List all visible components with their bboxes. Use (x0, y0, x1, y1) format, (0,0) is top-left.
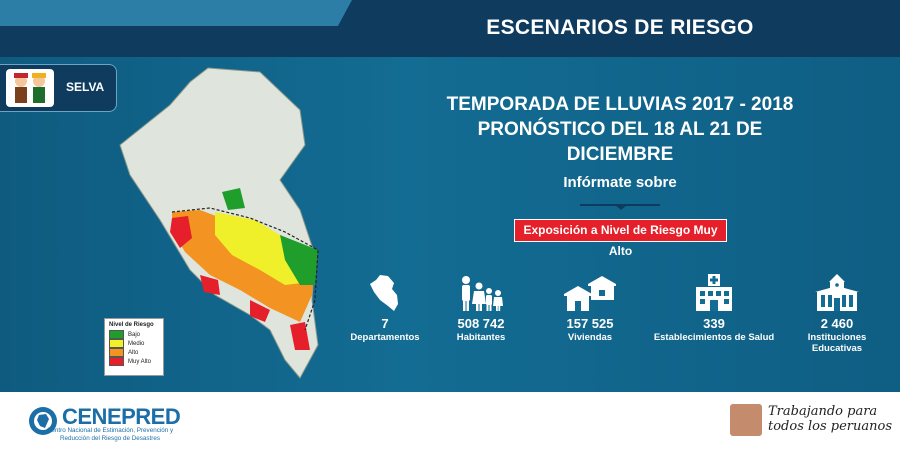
risk-zone-low (222, 188, 318, 285)
slogan-photo (730, 404, 762, 436)
stat-value: 2 460 (820, 316, 854, 331)
legend-swatch (109, 330, 124, 339)
legend-item: Medio (109, 339, 159, 348)
legend-swatch (109, 357, 124, 366)
stat-value: 157 525 (566, 316, 614, 331)
risk-zone-high (172, 210, 315, 322)
peru-map-icon (370, 275, 398, 311)
season-line-1: TEMPORADA DE LLUVIAS 2017 - 2018 (446, 94, 794, 115)
stat-educativas: 2 460 Instituciones Educativas (782, 274, 892, 354)
slogan: Trabajando para todos los peruanos (768, 404, 892, 434)
cenepred-logo-icon (29, 407, 57, 435)
stat-label: Viviendas (567, 332, 613, 343)
risk-zone-medium (215, 212, 310, 285)
stat-value: 339 (703, 316, 725, 331)
stat-value: 7 (381, 316, 389, 331)
stat-viviendas: 157 525 Viviendas (545, 274, 635, 343)
legend-label: Medio (128, 340, 145, 347)
season-title: TEMPORADA DE LLUVIAS 2017 - 2018 PRONÓST… (430, 92, 810, 167)
informate-pointer (614, 204, 628, 210)
informate-heading: Infórmate sobre (563, 174, 677, 191)
region-label: SELVA (66, 80, 105, 94)
legend-item: Muy Alto (109, 357, 159, 366)
legend-swatch (109, 339, 124, 348)
stat-departamentos: 7 Departamentos (345, 274, 425, 343)
stat-label: Establecimientos de Salud (653, 332, 775, 343)
stat-label: Departamentos (350, 332, 420, 343)
houses-icon (564, 276, 616, 311)
legend-swatch (109, 348, 124, 357)
stat-salud: 339 Establecimientos de Salud (652, 274, 776, 343)
legend-label: Muy Alto (128, 358, 152, 365)
selva-boundary (171, 207, 319, 331)
stat-label: Instituciones Educativas (807, 332, 867, 354)
cenepred-logo-text: CENEPRED (62, 404, 181, 429)
legend-title: Nivel de Riesgo (109, 322, 154, 328)
header-accent (0, 0, 352, 26)
exposure-banner: Exposición a Nivel de Riesgo Muy Alto (514, 219, 727, 258)
legend-label: Alto (128, 349, 139, 356)
school-icon (815, 274, 859, 311)
slogan-line-2: todos los peruanos (768, 419, 893, 434)
legend-item: Bajo (109, 330, 159, 339)
legend-item: Alto (109, 348, 159, 357)
stat-value: 508 742 (457, 316, 505, 331)
risk-zone-very-high (170, 216, 310, 350)
legend-label: Bajo (128, 331, 141, 338)
family-icon (462, 276, 503, 311)
region-tab: SELVA (0, 64, 117, 112)
page-title: ESCENARIOS DE RIESGO (486, 16, 754, 39)
cenepred-subtitle: Centro Nacional de Estimación, Prevenció… (46, 427, 174, 442)
hospital-icon (696, 274, 732, 311)
peru-risk-map (119, 67, 319, 379)
stat-label: Habitantes (456, 332, 506, 343)
map-legend: Nivel de Riesgo Bajo Medio Alto Muy Alto (104, 318, 164, 376)
selva-people-icon (6, 69, 54, 107)
slogan-line-1: Trabajando para (768, 404, 878, 419)
stat-habitantes: 508 742 Habitantes (440, 274, 522, 343)
season-line-2: PRONÓSTICO DEL 18 AL 21 DE DICIEMBRE (477, 119, 763, 165)
